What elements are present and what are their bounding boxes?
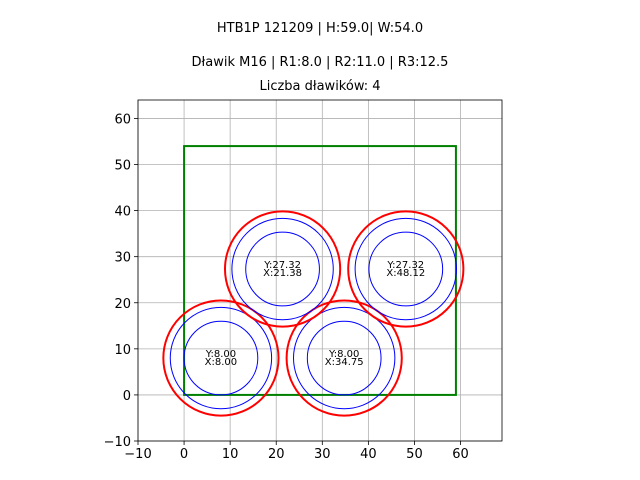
gland-labels: Y:8.00X:8.00Y:8.00X:34.75Y:27.32X:21.38Y…	[205, 260, 426, 368]
axis-ticks: −10 0 10 20 30 40 50 60 −10 0 10 20 30 40 50 60	[104, 112, 469, 462]
y-tick-label: 0	[123, 389, 131, 404]
x-tick-label: 50	[406, 447, 423, 462]
gland-label-x: X:34.75	[325, 357, 364, 368]
x-tick-label: 10	[222, 447, 239, 462]
gland-circle-r2	[231, 217, 334, 321]
y-tick-label: 60	[114, 112, 131, 127]
gland-circle-r1	[368, 231, 444, 307]
gland-label-x: X:21.38	[263, 268, 302, 279]
x-tick-label: −10	[124, 447, 151, 462]
chart-title-line-3: Liczba dławików: 4	[259, 79, 380, 94]
gland-circle-r3	[285, 299, 403, 417]
gland-circle-r3	[223, 210, 342, 328]
y-tick-label: 30	[114, 251, 131, 266]
gland-circle-r1	[245, 231, 320, 307]
enclosure-outline	[183, 145, 457, 396]
x-tick-label: 30	[314, 447, 331, 462]
chart-title-line-1: HTB1P 121209 | H:59.0| W:54.0	[217, 21, 423, 36]
x-tick-label: 20	[268, 447, 285, 462]
plot-area-frame	[137, 99, 503, 442]
gland-label-x: X:8.00	[205, 357, 238, 368]
grid-lines	[137, 100, 502, 442]
x-tick-label: 0	[180, 447, 188, 462]
gland-circle-r2	[354, 217, 457, 321]
y-tick-label: 20	[114, 297, 131, 312]
gland-circle-r2	[293, 306, 396, 410]
x-tick-label: 40	[360, 447, 377, 462]
gland-label-y: Y:8.00	[328, 349, 359, 360]
gland-circle-r2	[169, 306, 273, 410]
gland-circle-r3	[162, 299, 280, 417]
gland-circle-r1	[183, 320, 259, 396]
gland-circles	[162, 210, 465, 417]
y-tick-label: 50	[114, 159, 131, 174]
gland-label-y: Y:27.32	[263, 260, 301, 271]
gland-circle-r3	[347, 210, 465, 328]
gland-label-y: Y:8.00	[205, 349, 236, 360]
y-tick-label: −10	[104, 435, 131, 450]
gland-label-y: Y:27.32	[386, 260, 424, 271]
y-tick-label: 40	[114, 205, 131, 220]
y-tick-label: 10	[114, 343, 131, 358]
gland-label-x: X:48.12	[386, 268, 425, 279]
chart-title-line-2: Dławik M16 | R1:8.0 | R2:11.0 | R3:12.5	[192, 55, 449, 70]
x-tick-label: 60	[452, 447, 469, 462]
enclosure-box	[183, 145, 457, 396]
gland-circle-r1	[306, 320, 382, 396]
